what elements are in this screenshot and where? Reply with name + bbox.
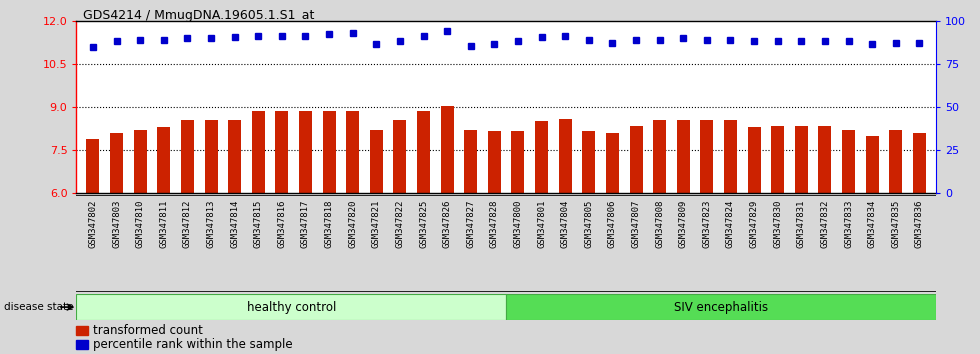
Bar [889,130,903,193]
Bar [369,130,383,193]
Bar [677,120,690,193]
Bar [252,112,265,193]
Bar [86,138,99,193]
Text: GSM347828: GSM347828 [490,200,499,248]
Text: GSM347811: GSM347811 [160,200,169,248]
Bar [724,120,737,193]
Text: percentile rank within the sample: percentile rank within the sample [93,338,292,351]
Bar [133,130,147,193]
Text: GSM347829: GSM347829 [750,200,759,248]
Text: GSM347816: GSM347816 [277,200,286,248]
Text: disease state: disease state [4,302,74,312]
Bar [653,120,666,193]
Text: GSM347802: GSM347802 [88,200,97,248]
Bar [299,112,312,193]
Bar [629,126,643,193]
Bar [393,120,407,193]
Bar [322,112,335,193]
Text: GSM347806: GSM347806 [608,200,617,248]
Text: GSM347814: GSM347814 [230,200,239,248]
Bar [275,112,288,193]
Text: GSM347818: GSM347818 [324,200,333,248]
Bar [842,130,855,193]
Bar [512,131,524,193]
Bar [465,130,477,193]
Text: GSM347833: GSM347833 [844,200,853,248]
Text: GSM347810: GSM347810 [135,200,145,248]
Text: GSM347827: GSM347827 [466,200,475,248]
Bar [441,105,454,193]
Text: GSM347809: GSM347809 [679,200,688,248]
Text: GSM347830: GSM347830 [773,200,782,248]
Text: healthy control: healthy control [247,301,336,314]
Text: GSM347815: GSM347815 [254,200,263,248]
Text: GSM347835: GSM347835 [891,200,901,248]
Text: GSM347813: GSM347813 [207,200,216,248]
Bar [488,131,501,193]
Text: GSM347836: GSM347836 [915,200,924,248]
Bar [701,120,713,193]
Text: GSM347820: GSM347820 [348,200,357,248]
Text: GSM347826: GSM347826 [443,200,452,248]
Bar [76,340,88,349]
Text: GDS4214 / MmugDNA.19605.1.S1_at: GDS4214 / MmugDNA.19605.1.S1_at [83,9,315,22]
Text: GSM347832: GSM347832 [820,200,829,248]
Bar [506,294,936,320]
Text: GSM347825: GSM347825 [419,200,428,248]
Bar [771,126,784,193]
Bar [559,119,571,193]
Bar [795,126,808,193]
Text: GSM347805: GSM347805 [584,200,593,248]
Text: GSM347831: GSM347831 [797,200,806,248]
Text: GSM347812: GSM347812 [183,200,192,248]
Text: GSM347803: GSM347803 [112,200,122,248]
Bar [205,120,218,193]
Text: GSM347824: GSM347824 [726,200,735,248]
Text: GSM347804: GSM347804 [561,200,569,248]
Text: GSM347821: GSM347821 [371,200,381,248]
Text: GSM347807: GSM347807 [631,200,641,248]
Text: SIV encephalitis: SIV encephalitis [674,301,768,314]
Text: GSM347823: GSM347823 [703,200,711,248]
Bar [606,133,619,193]
Bar [913,133,926,193]
Text: GSM347817: GSM347817 [301,200,310,248]
Bar [228,120,241,193]
Bar [582,131,595,193]
Bar [158,127,171,193]
Bar [748,127,760,193]
Bar [181,120,194,193]
Bar [535,121,548,193]
Bar [110,133,123,193]
Bar [417,112,430,193]
Text: GSM347800: GSM347800 [514,200,522,248]
Text: GSM347822: GSM347822 [395,200,405,248]
Text: GSM347834: GSM347834 [867,200,877,248]
Bar [346,112,360,193]
Text: GSM347808: GSM347808 [656,200,664,248]
Bar [818,126,831,193]
Text: transformed count: transformed count [93,324,203,337]
Bar [865,136,879,193]
Bar [76,326,88,335]
Text: GSM347801: GSM347801 [537,200,546,248]
Bar [76,294,506,320]
